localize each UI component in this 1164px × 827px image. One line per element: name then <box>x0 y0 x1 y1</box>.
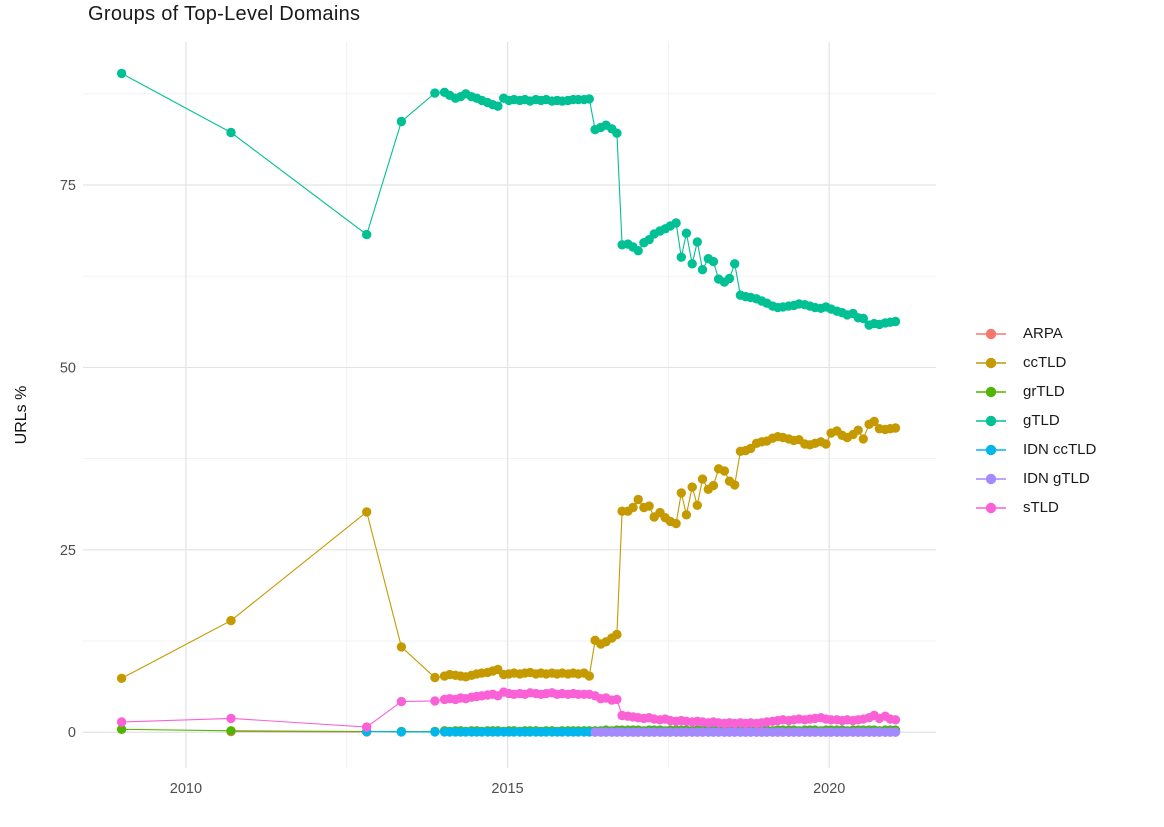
plot-area: 0 25 50 75 2010 2015 2020 <box>60 42 936 797</box>
x-tick-label: 2010 <box>170 781 202 797</box>
series-point-ccTLD <box>730 480 740 490</box>
series-point-gTLD <box>697 265 708 275</box>
series-point-ccTLD <box>853 425 863 435</box>
legend-item-IDN-ccTLD: IDN ccTLD <box>976 435 1096 464</box>
series-point-gTLD <box>671 218 681 228</box>
legend-label: IDN gTLD <box>1023 470 1090 487</box>
series-point-gTLD <box>730 259 740 269</box>
legend-key-icon <box>976 357 1006 368</box>
series-point-ccTLD <box>869 416 879 427</box>
series-point-gTLD <box>430 88 440 98</box>
series-line-gTLD <box>121 72 896 326</box>
legend-label: ccTLD <box>1023 354 1067 371</box>
y-tick-label: 0 <box>68 725 76 741</box>
series-point-ccTLD <box>671 518 681 529</box>
series-point-sTLD <box>396 696 407 707</box>
series-point-gTLD <box>362 229 372 240</box>
series-point-ccTLD <box>628 502 638 513</box>
x-tick-label: 2020 <box>813 781 845 797</box>
y-tick-label: 75 <box>60 178 76 194</box>
legend-key-icon <box>976 386 1006 397</box>
legend-key-icon <box>976 415 1006 426</box>
series-point-ccTLD <box>362 507 372 517</box>
series-point-ccTLD <box>858 434 868 444</box>
series-point-ccTLD <box>692 500 702 510</box>
series-point-gTLD <box>612 128 622 138</box>
series-point-ccTLD <box>708 480 719 491</box>
y-tick-label: 50 <box>60 360 76 376</box>
series-point-gTLD <box>687 259 697 269</box>
series-point-ccTLD <box>676 488 686 498</box>
legend-key-icon <box>976 473 1006 484</box>
series-point-ccTLD <box>644 501 654 511</box>
series-point-IDN-gTLD <box>890 727 901 737</box>
series-point-gTLD <box>676 252 686 262</box>
series-point-grTLD <box>116 724 127 734</box>
legend-label: sTLD <box>1023 499 1059 516</box>
y-axis-label: URLs % <box>13 385 30 445</box>
series-point-gTLD <box>692 237 702 247</box>
series-point-sTLD <box>612 694 622 705</box>
chart-title: Groups of Top-Level Domains <box>88 3 361 25</box>
series-point-ccTLD <box>687 482 697 492</box>
legend-label: gTLD <box>1023 412 1060 429</box>
legend-item-sTLD: sTLD <box>976 493 1096 522</box>
series-point-ccTLD <box>821 439 831 449</box>
legend-item-grTLD: grTLD <box>976 377 1096 406</box>
legend-label: IDN ccTLD <box>1023 441 1097 458</box>
series-point-ccTLD <box>430 672 440 683</box>
series-point-gTLD <box>633 246 643 256</box>
series-point-ccTLD <box>681 510 692 520</box>
series-point-ccTLD <box>612 629 622 640</box>
series-point-gTLD <box>396 116 407 127</box>
series-point-ccTLD <box>396 642 407 652</box>
legend-item-IDN-gTLD: IDN gTLD <box>976 464 1096 493</box>
series-point-gTLD <box>681 228 692 238</box>
series-point-gTLD <box>708 256 719 267</box>
series-point-IDN-ccTLD <box>396 727 407 737</box>
series-point-IDN-ccTLD <box>430 727 440 737</box>
series-point-gTLD <box>584 94 594 104</box>
series-point-gTLD <box>858 313 868 324</box>
y-tick-label: 25 <box>60 543 76 559</box>
legend-item-ARPA: ARPA <box>976 319 1096 348</box>
series-point-sTLD <box>362 722 372 732</box>
legend-label: grTLD <box>1023 383 1065 400</box>
legend: ARPA ccTLD grTLD gTLD IDN ccTLD IDN gTLD sTLD <box>976 319 1096 522</box>
legend-key-icon <box>976 328 1006 339</box>
series-point-ccTLD <box>584 671 594 681</box>
series-point-sTLD <box>116 717 127 727</box>
legend-key-icon <box>976 502 1006 513</box>
legend-key-icon <box>976 444 1006 455</box>
series-point-ccTLD <box>890 423 901 433</box>
series-point-sTLD <box>430 696 440 706</box>
series-point-ccTLD <box>633 494 643 505</box>
legend-label: ARPA <box>1023 325 1063 342</box>
series-point-gTLD <box>226 127 236 138</box>
legend-item-gTLD: gTLD <box>976 406 1096 435</box>
series-point-gTLD <box>493 101 503 111</box>
series-point-gTLD <box>890 316 901 327</box>
series-point-grTLD <box>226 726 236 736</box>
series-point-ccTLD <box>697 474 708 484</box>
series-point-gTLD <box>724 273 735 284</box>
series-point-sTLD <box>890 715 901 725</box>
legend-item-ccTLD: ccTLD <box>976 348 1096 377</box>
series-point-ccTLD <box>719 466 730 476</box>
series-point-ccTLD <box>226 615 236 626</box>
series-point-ccTLD <box>116 673 127 683</box>
x-tick-label: 2015 <box>491 781 523 797</box>
series-point-sTLD <box>226 713 236 724</box>
series-point-gTLD <box>116 68 127 79</box>
